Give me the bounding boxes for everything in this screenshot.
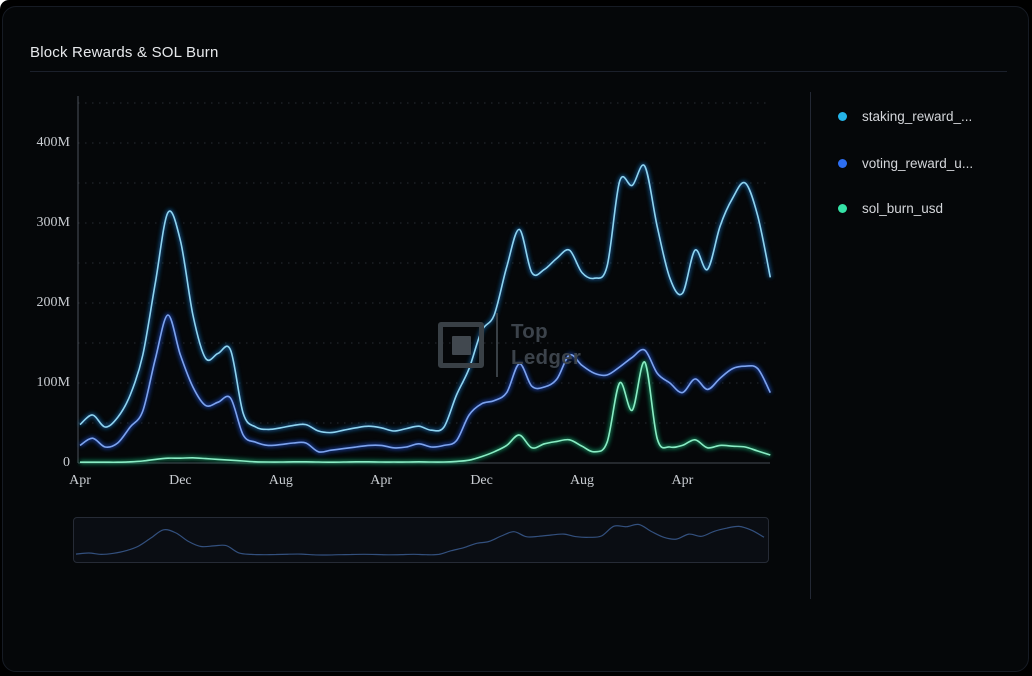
y-tick-label: 200M	[36, 295, 70, 310]
top-ledger-logo-icon	[438, 322, 484, 368]
y-tick-label: 300M	[36, 215, 70, 230]
legend-divider	[810, 92, 811, 599]
x-tick-label: Aug	[569, 473, 595, 488]
watermark-line1: Top	[511, 320, 548, 343]
legend-item-label: voting_reward_u...	[862, 155, 974, 171]
legend-item-sol-burn[interactable]: sol_burn_usd	[830, 196, 943, 220]
y-tick-label: 400M	[36, 135, 70, 150]
x-tick-label: Apr	[671, 473, 694, 488]
series-line-1[interactable]	[79, 314, 772, 453]
watermark: Top Ledger	[438, 313, 581, 377]
title-divider	[30, 71, 1007, 72]
chart-plot-area[interactable]	[78, 96, 770, 463]
top-ledger-logo-inner-square	[451, 335, 471, 355]
data-zoom-navigator[interactable]	[73, 517, 769, 563]
watermark-divider	[496, 313, 498, 377]
y-tick-label: 0	[63, 455, 70, 470]
voting-reward-dot-icon	[838, 158, 847, 168]
series-line-0[interactable]	[79, 164, 772, 434]
y-tick-label: 100M	[36, 375, 70, 390]
staking-reward-dot-icon	[838, 111, 847, 121]
legend-item-voting-reward[interactable]: voting_reward_u...	[830, 151, 973, 175]
watermark-text: Top Ledger	[511, 319, 581, 371]
watermark-line2: Ledger	[511, 346, 582, 369]
legend-item-staking-reward[interactable]: staking_reward_...	[830, 104, 972, 128]
x-tick-label: Dec	[470, 473, 493, 488]
legend-item-label: staking_reward_...	[862, 108, 973, 124]
sol-burn-dot-icon	[838, 203, 847, 213]
series-line-2[interactable]	[80, 361, 771, 464]
legend-item-label: sol_burn_usd	[862, 200, 944, 216]
chart-title: Block Rewards & SOL Burn	[30, 44, 219, 61]
x-tick-label: Apr	[370, 473, 393, 488]
x-tick-label: Apr	[69, 473, 91, 488]
x-tick-label: Dec	[169, 473, 192, 488]
x-tick-label: Aug	[268, 473, 293, 488]
